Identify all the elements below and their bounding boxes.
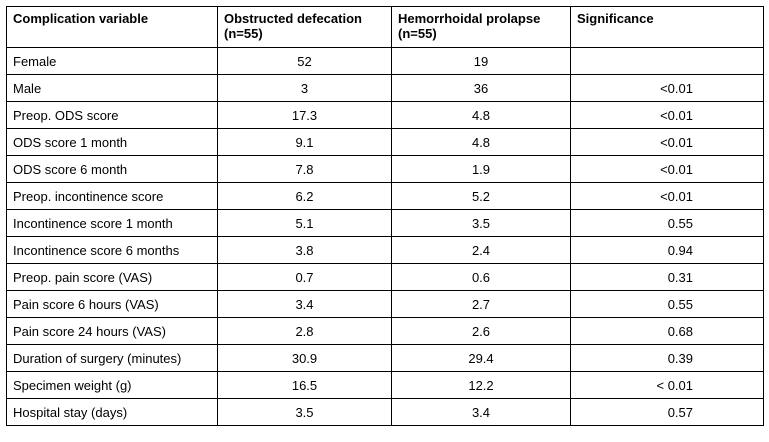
table-row: ODS score 6 month 7.8 1.9 <0.01 (6, 155, 764, 183)
significance-cell: <0.01 (570, 101, 764, 129)
variable-cell: Specimen weight (g) (6, 371, 218, 399)
header-complication-variable: Complication variable (6, 6, 218, 48)
significance-cell: <0.01 (570, 74, 764, 102)
table-row: Incontinence score 1 month 5.1 3.5 0.55 (6, 209, 764, 237)
variable-cell: Preop. pain score (VAS) (6, 263, 218, 291)
hemorrhoidal-prolapse-cell: 0.6 (391, 263, 571, 291)
header-significance: Significance (570, 6, 764, 48)
hemorrhoidal-prolapse-cell: 29.4 (391, 344, 571, 372)
significance-cell: 0.31 (570, 263, 764, 291)
hemorrhoidal-prolapse-cell: 3.4 (391, 398, 571, 426)
significance-cell: <0.01 (570, 128, 764, 156)
table-row: ODS score 1 month 9.1 4.8 <0.01 (6, 128, 764, 156)
table-body: Female 52 19 Male 3 36 <0.01 Preop. ODS score 17… (6, 47, 764, 426)
obstructed-defecation-cell: 0.7 (217, 263, 392, 291)
significance-cell: <0.01 (570, 155, 764, 183)
variable-cell: Incontinence score 1 month (6, 209, 218, 237)
variable-cell: Pain score 6 hours (VAS) (6, 290, 218, 318)
obstructed-defecation-cell: 3.4 (217, 290, 392, 318)
hemorrhoidal-prolapse-cell: 19 (391, 47, 571, 75)
variable-cell: Male (6, 74, 218, 102)
obstructed-defecation-cell: 3 (217, 74, 392, 102)
hemorrhoidal-prolapse-cell: 2.4 (391, 236, 571, 264)
variable-cell: Incontinence score 6 months (6, 236, 218, 264)
significance-cell: <0.01 (570, 182, 764, 210)
obstructed-defecation-cell: 17.3 (217, 101, 392, 129)
variable-cell: Preop. ODS score (6, 101, 218, 129)
variable-cell: ODS score 1 month (6, 128, 218, 156)
table-row: Specimen weight (g) 16.5 12.2 < 0.01 (6, 371, 764, 399)
obstructed-defecation-cell: 52 (217, 47, 392, 75)
hemorrhoidal-prolapse-cell: 12.2 (391, 371, 571, 399)
hemorrhoidal-prolapse-cell: 36 (391, 74, 571, 102)
hemorrhoidal-prolapse-cell: 4.8 (391, 128, 571, 156)
significance-cell: 0.57 (570, 398, 764, 426)
significance-cell (570, 47, 764, 75)
obstructed-defecation-cell: 16.5 (217, 371, 392, 399)
hemorrhoidal-prolapse-cell: 5.2 (391, 182, 571, 210)
table-row: Male 3 36 <0.01 (6, 74, 764, 102)
obstructed-defecation-cell: 7.8 (217, 155, 392, 183)
hemorrhoidal-prolapse-cell: 1.9 (391, 155, 571, 183)
obstructed-defecation-cell: 3.5 (217, 398, 392, 426)
variable-cell: Pain score 24 hours (VAS) (6, 317, 218, 345)
obstructed-defecation-cell: 3.8 (217, 236, 392, 264)
hemorrhoidal-prolapse-cell: 3.5 (391, 209, 571, 237)
header-hemorrhoidal-prolapse: Hemorrhoidal prolapse (n=55) (391, 6, 571, 48)
table-row: Pain score 6 hours (VAS) 3.4 2.7 0.55 (6, 290, 764, 318)
significance-cell: 0.94 (570, 236, 764, 264)
variable-cell: Duration of surgery (minutes) (6, 344, 218, 372)
header-row: Complication variable Obstructed defecat… (6, 6, 764, 48)
obstructed-defecation-cell: 2.8 (217, 317, 392, 345)
table-row: Preop. pain score (VAS) 0.7 0.6 0.31 (6, 263, 764, 291)
comparison-table: Complication variable Obstructed defecat… (6, 6, 764, 426)
table-row: Incontinence score 6 months 3.8 2.4 0.94 (6, 236, 764, 264)
table-row: Duration of surgery (minutes) 30.9 29.4 0.3… (6, 344, 764, 372)
hemorrhoidal-prolapse-cell: 4.8 (391, 101, 571, 129)
table-row: Pain score 24 hours (VAS) 2.8 2.6 0.68 (6, 317, 764, 345)
obstructed-defecation-cell: 30.9 (217, 344, 392, 372)
variable-cell: Female (6, 47, 218, 75)
obstructed-defecation-cell: 6.2 (217, 182, 392, 210)
table-row: Female 52 19 (6, 47, 764, 75)
significance-cell: 0.39 (570, 344, 764, 372)
table-row: Hospital stay (days) 3.5 3.4 0.57 (6, 398, 764, 426)
obstructed-defecation-cell: 9.1 (217, 128, 392, 156)
significance-cell: < 0.01 (570, 371, 764, 399)
variable-cell: ODS score 6 month (6, 155, 218, 183)
obstructed-defecation-cell: 5.1 (217, 209, 392, 237)
significance-cell: 0.55 (570, 209, 764, 237)
significance-cell: 0.55 (570, 290, 764, 318)
variable-cell: Hospital stay (days) (6, 398, 218, 426)
hemorrhoidal-prolapse-cell: 2.7 (391, 290, 571, 318)
variable-cell: Preop. incontinence score (6, 182, 218, 210)
table-row: Preop. incontinence score 6.2 5.2 <0.01 (6, 182, 764, 210)
table-row: Preop. ODS score 17.3 4.8 <0.01 (6, 101, 764, 129)
hemorrhoidal-prolapse-cell: 2.6 (391, 317, 571, 345)
significance-cell: 0.68 (570, 317, 764, 345)
header-obstructed-defecation: Obstructed defecation (n=55) (217, 6, 392, 48)
